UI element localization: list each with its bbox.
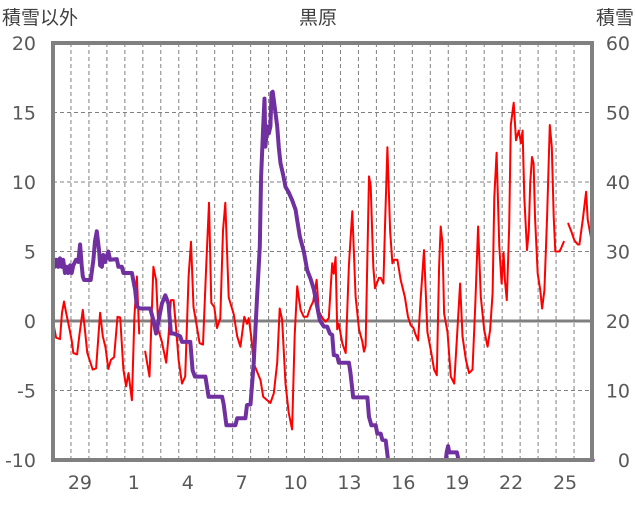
left-y-tick-label: -10 (5, 450, 36, 472)
x-tick-label: 4 (182, 472, 194, 494)
x-tick-label: 29 (68, 472, 92, 494)
right-y-tick-label: 30 (606, 242, 630, 264)
left-axis-label: 積雪以外 (2, 7, 78, 29)
x-tick-label: 7 (236, 472, 248, 494)
chart-title: 黒原 (299, 7, 337, 29)
left-y-tick-label: -5 (17, 381, 36, 403)
plot-frame (51, 41, 594, 462)
right-y-tick-label: 40 (606, 172, 630, 194)
x-tick-label: 1 (128, 472, 140, 494)
right-y-tick-label: 20 (606, 311, 630, 333)
right-axis-label: 積雪 (596, 7, 634, 29)
right-y-tick-label: 10 (606, 381, 630, 403)
left-y-tick-label: 5 (24, 242, 36, 264)
left-y-tick-label: 15 (12, 103, 36, 125)
right-y-tick-label: 0 (618, 450, 630, 472)
left-y-tick-label: 20 (12, 33, 36, 55)
x-tick-label: 13 (337, 472, 361, 494)
left-y-tick-label: 10 (12, 172, 36, 194)
x-tick-label: 22 (499, 472, 523, 494)
right-y-tick-label: 60 (606, 33, 630, 55)
x-tick-label: 16 (391, 472, 415, 494)
right-y-tick-label: 50 (606, 103, 630, 125)
x-tick-label: 10 (283, 472, 307, 494)
x-tick-label: 19 (445, 472, 469, 494)
x-tick-label: 25 (553, 472, 577, 494)
temperature-line (52, 101, 593, 431)
left-y-tick-label: 0 (24, 311, 36, 333)
